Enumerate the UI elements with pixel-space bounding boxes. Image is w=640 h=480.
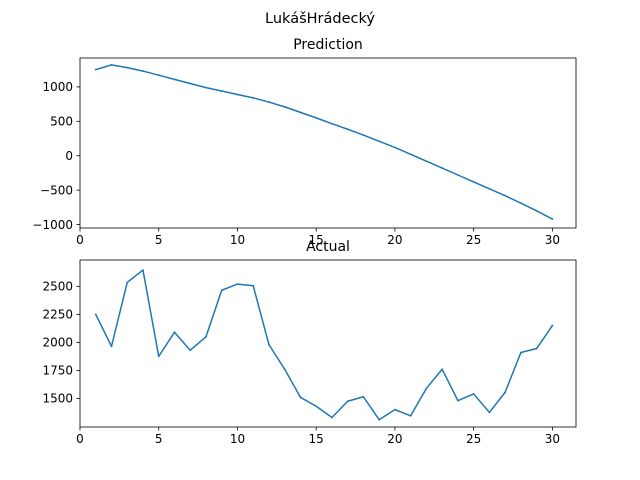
actual-data-point xyxy=(205,335,207,338)
prediction-data-point xyxy=(488,187,491,190)
actual-series-line xyxy=(95,269,553,421)
prediction-x-tick-label: 0 xyxy=(76,233,84,247)
actual-data-point xyxy=(252,284,255,287)
figure-suptitle: LukášHrádecký xyxy=(265,11,375,27)
actual-x-tick-label: 15 xyxy=(309,432,324,446)
prediction-data-point xyxy=(173,78,176,81)
prediction-data-point xyxy=(110,63,113,66)
actual-data-point xyxy=(535,347,538,350)
actual-y-tick-label: 1750 xyxy=(42,364,73,378)
prediction-data-point xyxy=(299,111,302,114)
prediction-data-point xyxy=(283,105,286,108)
actual-data-point xyxy=(362,395,365,398)
actual-data-point xyxy=(441,368,444,371)
prediction-data-point xyxy=(425,160,428,163)
prediction-data-point xyxy=(535,209,538,212)
prediction-data-point xyxy=(315,116,318,119)
actual-data-point xyxy=(283,368,286,371)
actual-y-tick-label: 2250 xyxy=(42,308,73,322)
prediction-y-tick-label: 500 xyxy=(50,115,73,129)
prediction-data-point xyxy=(220,90,223,92)
prediction-data-point xyxy=(519,202,522,205)
actual-data-point xyxy=(173,331,176,334)
actual-data-point xyxy=(94,313,97,316)
prediction-data-point xyxy=(252,97,255,99)
prediction-data-point xyxy=(268,101,270,103)
actual-data-point xyxy=(315,405,318,408)
prediction-plot-area: 0 5 10 15 20 25 30 −1000 −500 0 500 1000 xyxy=(32,57,577,247)
prediction-x-tick-label: 30 xyxy=(545,233,560,247)
prediction-x-tick-label: 25 xyxy=(466,233,481,247)
actual-data-point xyxy=(299,396,302,399)
actual-data-point xyxy=(346,400,349,403)
prediction-data-point xyxy=(126,66,129,69)
actual-data-point xyxy=(504,391,507,394)
actual-x-tick-label: 25 xyxy=(466,432,481,446)
actual-data-point xyxy=(142,269,144,271)
prediction-title: Prediction xyxy=(293,37,363,53)
prediction-series-line xyxy=(95,64,553,220)
actual-data-point xyxy=(425,387,428,390)
prediction-data-point xyxy=(551,218,554,220)
actual-data-point xyxy=(110,345,113,348)
prediction-data-point xyxy=(346,128,349,131)
prediction-data-point xyxy=(142,70,144,72)
prediction-data-point xyxy=(205,86,207,89)
actual-plot-area: 0 5 10 15 20 25 30 1500 1750 2000 2250 2500 xyxy=(42,259,577,446)
prediction-data-point xyxy=(409,153,412,156)
actual-y-tick-label: 1500 xyxy=(42,392,73,406)
actual-data-point xyxy=(551,324,554,327)
prediction-data-point xyxy=(331,122,333,125)
prediction-panel: Prediction 0 5 10 15 20 25 30 −1000 −500 0 500 1000 xyxy=(32,37,577,247)
prediction-data-point xyxy=(94,68,97,71)
actual-data-point xyxy=(268,343,270,346)
prediction-y-tick-label: 0 xyxy=(65,149,73,163)
prediction-data-point xyxy=(441,167,444,170)
actual-panel: Actual 0 5 10 15 20 25 30 1500 1750 2000 2250 2500 xyxy=(42,239,577,446)
actual-data-point xyxy=(394,408,396,411)
actual-axes-frame xyxy=(79,259,577,428)
actual-x-tick-label: 30 xyxy=(545,432,560,446)
prediction-x-tick-label: 20 xyxy=(387,233,402,247)
actual-x-tick-label: 0 xyxy=(76,432,84,446)
prediction-data-point xyxy=(472,180,475,183)
prediction-data-point xyxy=(504,194,507,197)
prediction-y-tick-label: 1000 xyxy=(42,80,73,94)
actual-y-tick-label: 2500 xyxy=(42,280,73,294)
prediction-x-tick-label: 15 xyxy=(309,233,324,247)
actual-data-point xyxy=(378,418,381,421)
actual-data-point xyxy=(126,281,129,284)
prediction-axes-frame xyxy=(79,57,577,229)
prediction-x-tick-label: 10 xyxy=(230,233,245,247)
prediction-y-tick-label: −1000 xyxy=(32,218,73,232)
actual-title: Actual xyxy=(306,239,350,255)
actual-data-point xyxy=(157,355,160,358)
actual-data-point xyxy=(236,283,239,285)
prediction-data-point xyxy=(236,93,239,96)
actual-data-point xyxy=(220,289,223,292)
actual-data-point xyxy=(409,414,412,417)
actual-x-tick-label: 10 xyxy=(230,432,245,446)
actual-data-point xyxy=(519,351,522,354)
prediction-y-tick-label: −500 xyxy=(40,183,73,197)
actual-data-point xyxy=(457,399,459,402)
actual-data-point xyxy=(189,349,192,352)
prediction-data-point xyxy=(157,74,160,77)
actual-data-point xyxy=(488,411,491,414)
actual-data-point xyxy=(472,393,475,395)
prediction-data-point xyxy=(394,146,396,149)
actual-x-tick-label: 5 xyxy=(155,432,163,446)
actual-data-point xyxy=(331,416,333,419)
actual-x-tick-label: 20 xyxy=(387,432,402,446)
prediction-x-tick-label: 5 xyxy=(155,233,163,247)
prediction-data-point xyxy=(362,134,365,136)
prediction-data-point xyxy=(457,174,459,176)
prediction-data-point xyxy=(378,140,381,143)
actual-y-tick-label: 2000 xyxy=(42,336,73,350)
prediction-data-point xyxy=(189,82,192,85)
